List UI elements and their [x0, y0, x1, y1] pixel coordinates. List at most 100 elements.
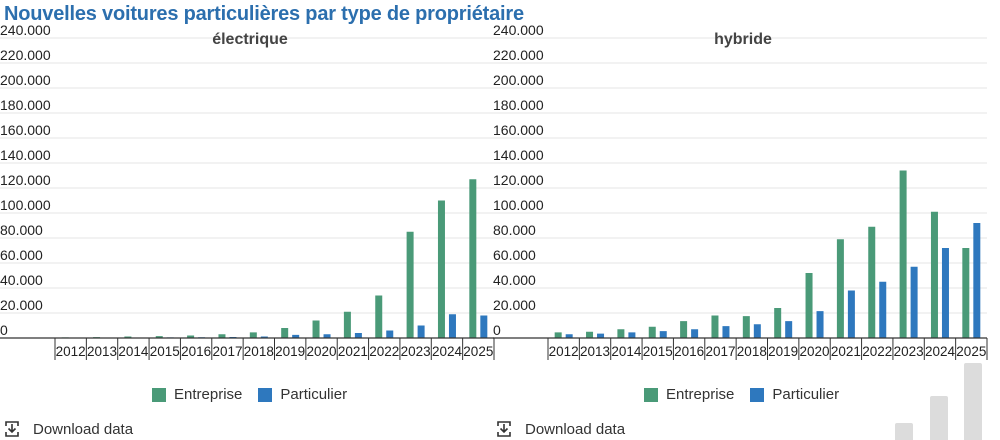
- x-tick-label: 2017: [705, 344, 735, 359]
- bar-entreprise: [281, 328, 289, 338]
- bar-particulier: [910, 266, 918, 338]
- legend-label-entreprise: Entreprise: [666, 386, 735, 403]
- legend-item-particulier[interactable]: Particulier: [258, 386, 347, 403]
- y-tick-label: 180.000: [493, 97, 544, 113]
- chart-electrique: 0 20.000 40.000 60.000 80.000 100.000 120.000 1…: [0, 22, 500, 360]
- x-tick-label: 2013: [87, 344, 117, 359]
- y-tick-label: 0: [0, 322, 8, 338]
- y-tick-label: 200.000: [0, 72, 51, 88]
- y-tick-label: 40.000: [0, 272, 43, 288]
- y-tick-label: 180.000: [0, 97, 51, 113]
- x-tick-label: 2018: [244, 344, 274, 359]
- x-tick-label: 2015: [643, 344, 673, 359]
- chart-hybride: 0 20.000 40.000 60.000 80.000 100.000 120.000 1…: [493, 22, 993, 360]
- x-tick-label: 2020: [800, 344, 830, 359]
- x-tick-label: 2012: [549, 344, 579, 359]
- bar-particulier: [480, 315, 488, 338]
- y-tick-label: 120.000: [0, 172, 51, 188]
- y-tick-label: 200.000: [493, 72, 544, 88]
- chart-title: hybride: [714, 31, 772, 48]
- bar-particulier: [785, 321, 793, 338]
- bar-particulier: [659, 331, 667, 338]
- x-tick-label: 2014: [118, 344, 149, 359]
- x-tick-label: 2013: [580, 344, 610, 359]
- y-tick-label: 240.000: [493, 22, 544, 38]
- bar-particulier: [816, 311, 824, 338]
- y-tick-label: 80.000: [493, 222, 536, 238]
- y-tick-label: 60.000: [493, 247, 536, 263]
- bar-entreprise: [124, 336, 132, 338]
- bar-entreprise: [406, 231, 414, 338]
- bar-particulier: [386, 330, 394, 338]
- x-tick-label: 2023: [401, 344, 431, 359]
- bar-entreprise: [554, 332, 562, 338]
- bar-particulier: [565, 334, 573, 338]
- legend-swatch-entreprise: [644, 387, 658, 402]
- x-tick-label: 2016: [181, 344, 211, 359]
- x-tick-label: 2021: [831, 344, 861, 359]
- bar-particulier: [260, 336, 268, 338]
- bar-particulier: [323, 334, 331, 338]
- bar-entreprise: [249, 332, 257, 338]
- x-tick-label: 2021: [338, 344, 368, 359]
- bar-entreprise: [375, 295, 383, 338]
- decorative-bar-icon: [895, 423, 913, 440]
- download-icon: [497, 421, 511, 437]
- x-tick-label: 2022: [369, 344, 399, 359]
- y-tick-label: 100.000: [493, 197, 544, 213]
- legend-label-entreprise: Entreprise: [174, 386, 243, 403]
- bar-entreprise: [187, 335, 195, 338]
- legend-swatch-entreprise: [152, 387, 166, 402]
- bar-particulier: [691, 329, 699, 338]
- chart-electrique-svg: 0 20.000 40.000 60.000 80.000 100.000 120.000 1…: [0, 22, 495, 360]
- bar-entreprise: [343, 311, 351, 338]
- bar-entreprise: [805, 273, 813, 338]
- decorative-bar-icon: [930, 396, 948, 440]
- bar-entreprise: [586, 331, 594, 338]
- bar-particulier: [753, 324, 761, 338]
- bar-particulier: [597, 333, 605, 338]
- chart-hybride-svg: 0 20.000 40.000 60.000 80.000 100.000 120.000 1…: [493, 22, 988, 360]
- x-tick-label: 2024: [925, 344, 956, 359]
- bar-entreprise: [218, 334, 226, 338]
- legend-item-entreprise[interactable]: Entreprise: [644, 386, 734, 403]
- x-tick-label: 2019: [275, 344, 305, 359]
- x-tick-label: 2019: [768, 344, 798, 359]
- x-tick-label: 2020: [307, 344, 337, 359]
- bar-entreprise: [962, 248, 970, 338]
- x-tick-label: 2024: [432, 344, 463, 359]
- x-tick-label: 2022: [862, 344, 892, 359]
- y-tick-label: 160.000: [493, 122, 544, 138]
- download-data-button[interactable]: Download data: [3, 420, 133, 438]
- y-tick-label: 100.000: [0, 197, 51, 213]
- x-tick-label: 2025: [956, 344, 986, 359]
- legend-label-particulier: Particulier: [280, 386, 348, 403]
- legend-swatch-particulier: [258, 387, 273, 402]
- legend-item-entreprise[interactable]: Entreprise: [152, 386, 242, 403]
- bar-particulier: [448, 314, 456, 338]
- bar-particulier: [417, 325, 425, 338]
- bar-entreprise: [648, 326, 656, 338]
- legend-item-particulier[interactable]: Particulier: [750, 386, 839, 403]
- y-tick-label: 140.000: [493, 147, 544, 163]
- y-tick-label: 140.000: [0, 147, 51, 163]
- bar-entreprise: [617, 329, 625, 338]
- bar-entreprise: [437, 200, 445, 338]
- bar-particulier: [354, 333, 362, 338]
- bar-particulier: [628, 332, 636, 338]
- y-tick-label: 80.000: [0, 222, 43, 238]
- y-tick-label: 160.000: [0, 122, 51, 138]
- y-tick-label: 60.000: [0, 247, 43, 263]
- legend-electrique: Entreprise Particulier: [152, 386, 363, 403]
- bar-entreprise: [899, 170, 907, 338]
- bar-entreprise: [868, 226, 876, 338]
- y-tick-label: 220.000: [493, 47, 544, 63]
- download-icon: [5, 421, 19, 437]
- x-tick-label: 2014: [611, 344, 642, 359]
- bar-particulier: [722, 326, 730, 338]
- download-data-button[interactable]: Download data: [495, 420, 625, 438]
- bar-entreprise: [469, 179, 477, 338]
- bar-entreprise: [930, 211, 938, 338]
- bar-particulier: [292, 334, 300, 338]
- bar-entreprise: [312, 320, 320, 338]
